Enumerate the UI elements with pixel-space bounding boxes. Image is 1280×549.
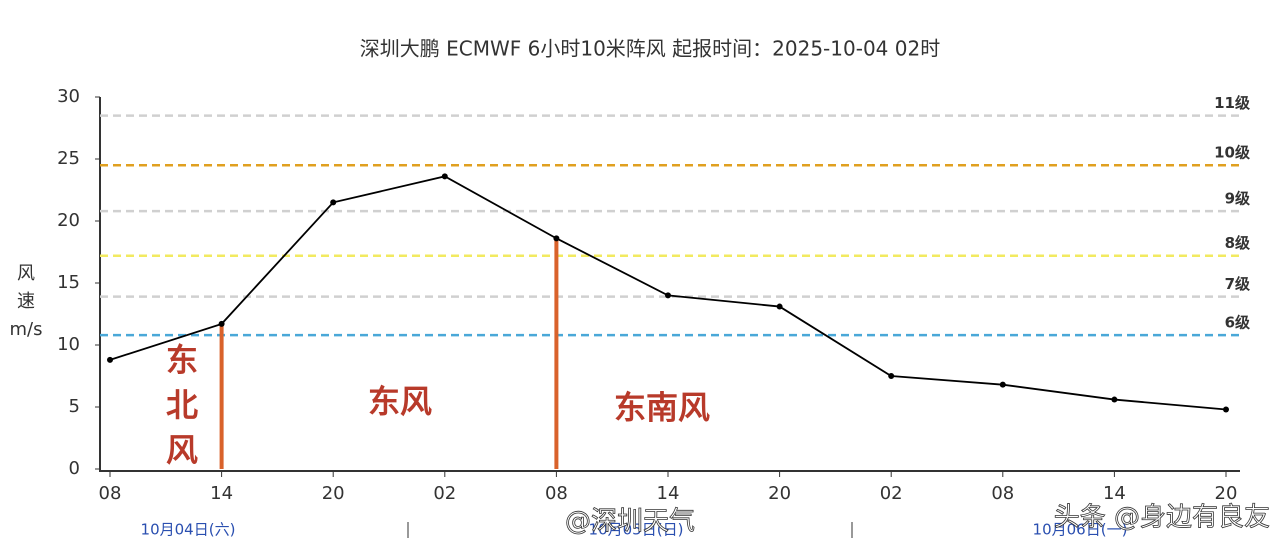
data-point: [1111, 396, 1118, 403]
y-tick-label: 5: [69, 396, 80, 417]
level-label: 7级: [1225, 275, 1251, 293]
x-tick-label: 02: [433, 483, 456, 504]
wind-change-bar: [554, 238, 559, 469]
data-point: [999, 381, 1006, 388]
date-label: 10月04日(六): [141, 521, 236, 539]
data-point: [218, 320, 225, 327]
y-tick-label: 0: [69, 458, 80, 479]
level-label: 9级: [1225, 190, 1251, 208]
x-tick-label: 08: [99, 483, 122, 504]
y-axis-label: 风: [17, 263, 35, 284]
data-point: [441, 173, 448, 180]
x-tick-label: 14: [1103, 483, 1126, 504]
chart-title: 深圳大鹏 ECMWF 6小时10米阵风 起报时间：2025-10-04 02时: [360, 37, 940, 61]
date-label: 10月06日(一): [1033, 521, 1128, 539]
wind-region-label: 东风: [368, 383, 432, 421]
x-tick-label: 08: [991, 483, 1014, 504]
data-point: [665, 292, 671, 299]
y-axis-label: 速: [17, 291, 35, 312]
y-tick-label: 20: [57, 210, 80, 231]
level-label: 8级: [1225, 234, 1251, 252]
data-point: [1223, 406, 1229, 413]
data-point: [888, 373, 895, 379]
x-tick-label: 08: [545, 483, 568, 504]
x-tick-label: 20: [1215, 483, 1238, 504]
data-point: [107, 356, 113, 363]
x-tick-label: 14: [210, 483, 233, 504]
data-point: [776, 303, 783, 310]
level-label: 6级: [1225, 314, 1251, 332]
y-tick-label: 15: [57, 272, 80, 293]
date-label: 10月05日(日): [589, 521, 684, 539]
y-tick-label: 10: [57, 334, 80, 355]
level-label: 11级: [1214, 94, 1251, 112]
x-tick-label: 20: [768, 483, 791, 504]
watermark: @深圳天气: [565, 507, 695, 537]
data-point: [330, 199, 337, 206]
wind-region-label: 东南风: [614, 389, 710, 427]
x-tick-label: 14: [657, 483, 680, 504]
x-tick-label: 02: [880, 483, 903, 504]
wind-region-label: 东北风: [166, 341, 198, 469]
x-tick-label: 20: [322, 483, 345, 504]
data-point: [553, 235, 560, 242]
y-axis-label: m/s: [10, 319, 43, 340]
watermark: 头条 @身边有良友: [1054, 503, 1270, 533]
y-tick-label: 25: [57, 148, 80, 169]
y-tick-label: 30: [57, 86, 80, 107]
wind-change-bar: [219, 323, 224, 469]
level-label: 10级: [1214, 144, 1251, 162]
